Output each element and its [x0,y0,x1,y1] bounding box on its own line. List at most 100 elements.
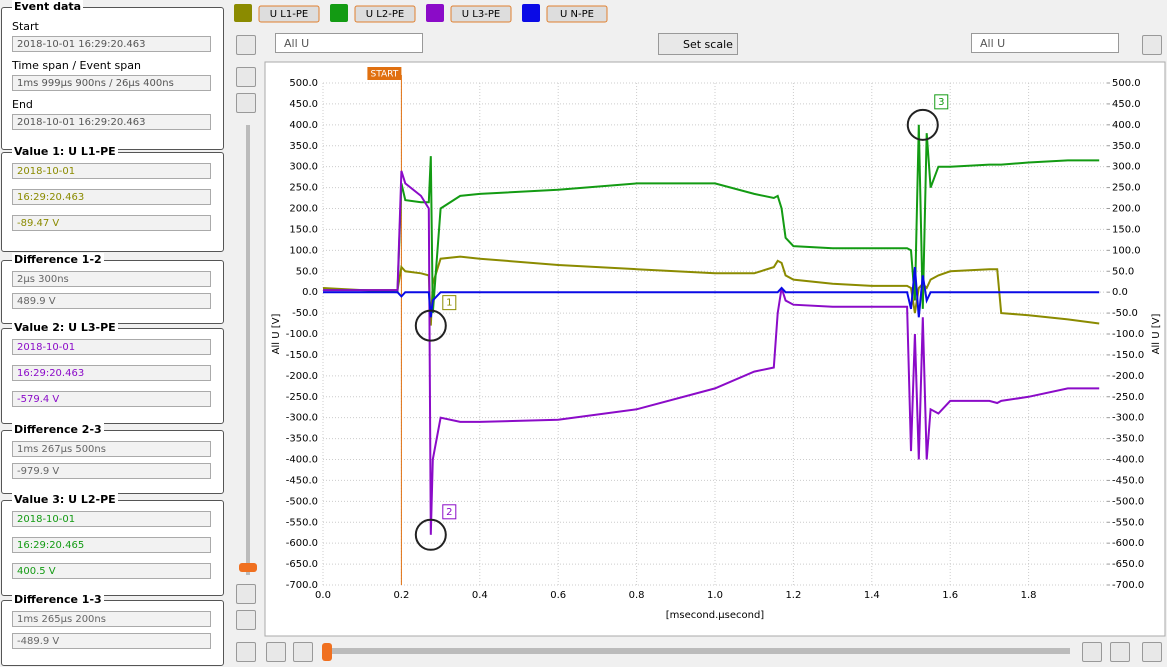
y2-tick-label: -500.0 [1112,496,1144,507]
y-tick-label: -200.0 [286,371,318,382]
field: -579.4 V [12,391,211,407]
icon[interactable] [266,642,286,662]
button[interactable]: Set scale [658,33,738,55]
y-tick-label: 200.0 [289,204,318,215]
field: 2018-10-01 16:29:20.463 [12,36,211,52]
icon[interactable] [236,93,256,113]
y-tick-label: -300.0 [286,413,318,424]
group-title: Value 2: U L3-PE [12,321,118,334]
field: 1ms 265µs 200ns [12,611,211,627]
y2-tick-label: 200.0 [1112,204,1141,215]
scrollbar[interactable] [322,648,1070,654]
y-tick-label: -550.0 [286,517,318,528]
y2-tick-label: 400.0 [1112,120,1141,131]
field: 400.5 V [12,563,211,579]
legend-swatch [330,4,348,22]
cursor-marker [414,518,447,551]
y2-tick-label: 50.0 [1112,266,1134,277]
icon[interactable] [293,642,313,662]
field: 1ms 999µs 900ns / 26µs 400ns [12,75,211,91]
field: 2018-10-01 16:29:20.463 [12,114,211,130]
y2-tick-label: 300.0 [1112,162,1141,173]
legend-button [546,5,608,23]
y-tick-label: 400.0 [289,120,318,131]
legend-swatch [234,4,252,22]
y-tick-label: -700.0 [286,580,318,591]
group-box: Value 2: U L3-PE 2018-10-01 16:29:20.463 -5… [1,321,224,424]
cursor-marker [906,108,939,141]
field-label: Start [12,20,39,33]
y-tick-label: 250.0 [289,183,318,194]
x-tick-label: 1.2 [785,590,801,601]
marker-tag [442,295,457,311]
field-label: Time span / Event span [12,59,141,72]
y-axis-label: All U [V] [271,314,282,355]
select[interactable]: All U [971,33,1119,53]
icon[interactable] [236,67,256,87]
legend-label: U L2-PE [366,9,404,20]
field: -489.9 V [12,633,211,649]
chart-frame [264,61,1166,637]
y-tick-label: -250.0 [286,392,318,403]
y-tick-label: -500.0 [286,496,318,507]
field: 16:29:20.463 [12,189,211,205]
x-tick-label: 1.4 [864,590,880,601]
y2-tick-label: -200.0 [1112,371,1144,382]
field: 16:29:20.463 [12,365,211,381]
group-title: Difference 2-3 [12,423,104,436]
legend-swatch [426,4,444,22]
marker-tag [934,94,949,110]
y2-tick-label: -300.0 [1112,413,1144,424]
y-tick-label: 300.0 [289,162,318,173]
group-title: Difference 1-2 [12,253,104,266]
field-label: End [12,98,33,111]
y-tick-label: -400.0 [286,455,318,466]
icon[interactable] [1142,35,1162,55]
slider-track[interactable] [246,125,250,575]
icon[interactable] [236,642,256,662]
field: 489.9 V [12,293,211,309]
start-tag [367,67,402,80]
field: 16:29:20.465 [12,537,211,553]
icon[interactable] [236,610,256,630]
icon[interactable] [236,584,256,604]
series-line [322,255,1100,326]
x-tick-label: 1.6 [942,590,958,601]
icon[interactable] [1110,642,1130,662]
y2-tick-label: -250.0 [1112,392,1144,403]
field: 2µs 300ns [12,271,211,287]
y2-tick-label: -550.0 [1112,517,1144,528]
icon[interactable] [236,35,256,55]
y2-tick-label: -450.0 [1112,475,1144,486]
group-box: Value 1: U L1-PE 2018-10-01 16:29:20.463 -8… [1,145,224,252]
group-title: Difference 1-3 [12,593,104,606]
y-tick-label: -150.0 [286,350,318,361]
group-title: Event data [12,0,84,13]
icon[interactable] [1082,642,1102,662]
scroll-thumb[interactable] [322,643,332,661]
y-tick-label: 100.0 [289,245,318,256]
y2-tick-label: -600.0 [1112,538,1144,549]
x-tick-label: 0.2 [393,590,409,601]
y2-tick-label: -700.0 [1112,580,1144,591]
x-tick-label: 0.8 [629,590,645,601]
slider-thumb[interactable] [239,563,257,572]
icon[interactable] [1142,642,1162,662]
group-box: Difference 1-2 2µs 300ns 489.9 V [1,253,224,324]
group-box: Difference 2-3 1ms 267µs 500ns -979.9 V [1,423,224,494]
field: 2018-10-01 [12,339,211,355]
x-axis-label: [msecond.µsecond] [666,610,765,621]
series-line [323,124,1100,314]
y-tick-label: -50.0 [292,308,318,319]
marker-label: 2 [446,507,452,518]
y2-tick-label: -400.0 [1112,455,1144,466]
cursor-marker [414,309,447,342]
y2-tick-label: 450.0 [1112,99,1141,110]
y-tick-label: -100.0 [286,329,318,340]
y-tick-label: 450.0 [289,99,318,110]
x-tick-label: 0.6 [550,590,566,601]
y2-tick-label: -650.0 [1112,559,1144,570]
y-tick-label: -450.0 [286,475,318,486]
select[interactable]: All U [275,33,423,53]
